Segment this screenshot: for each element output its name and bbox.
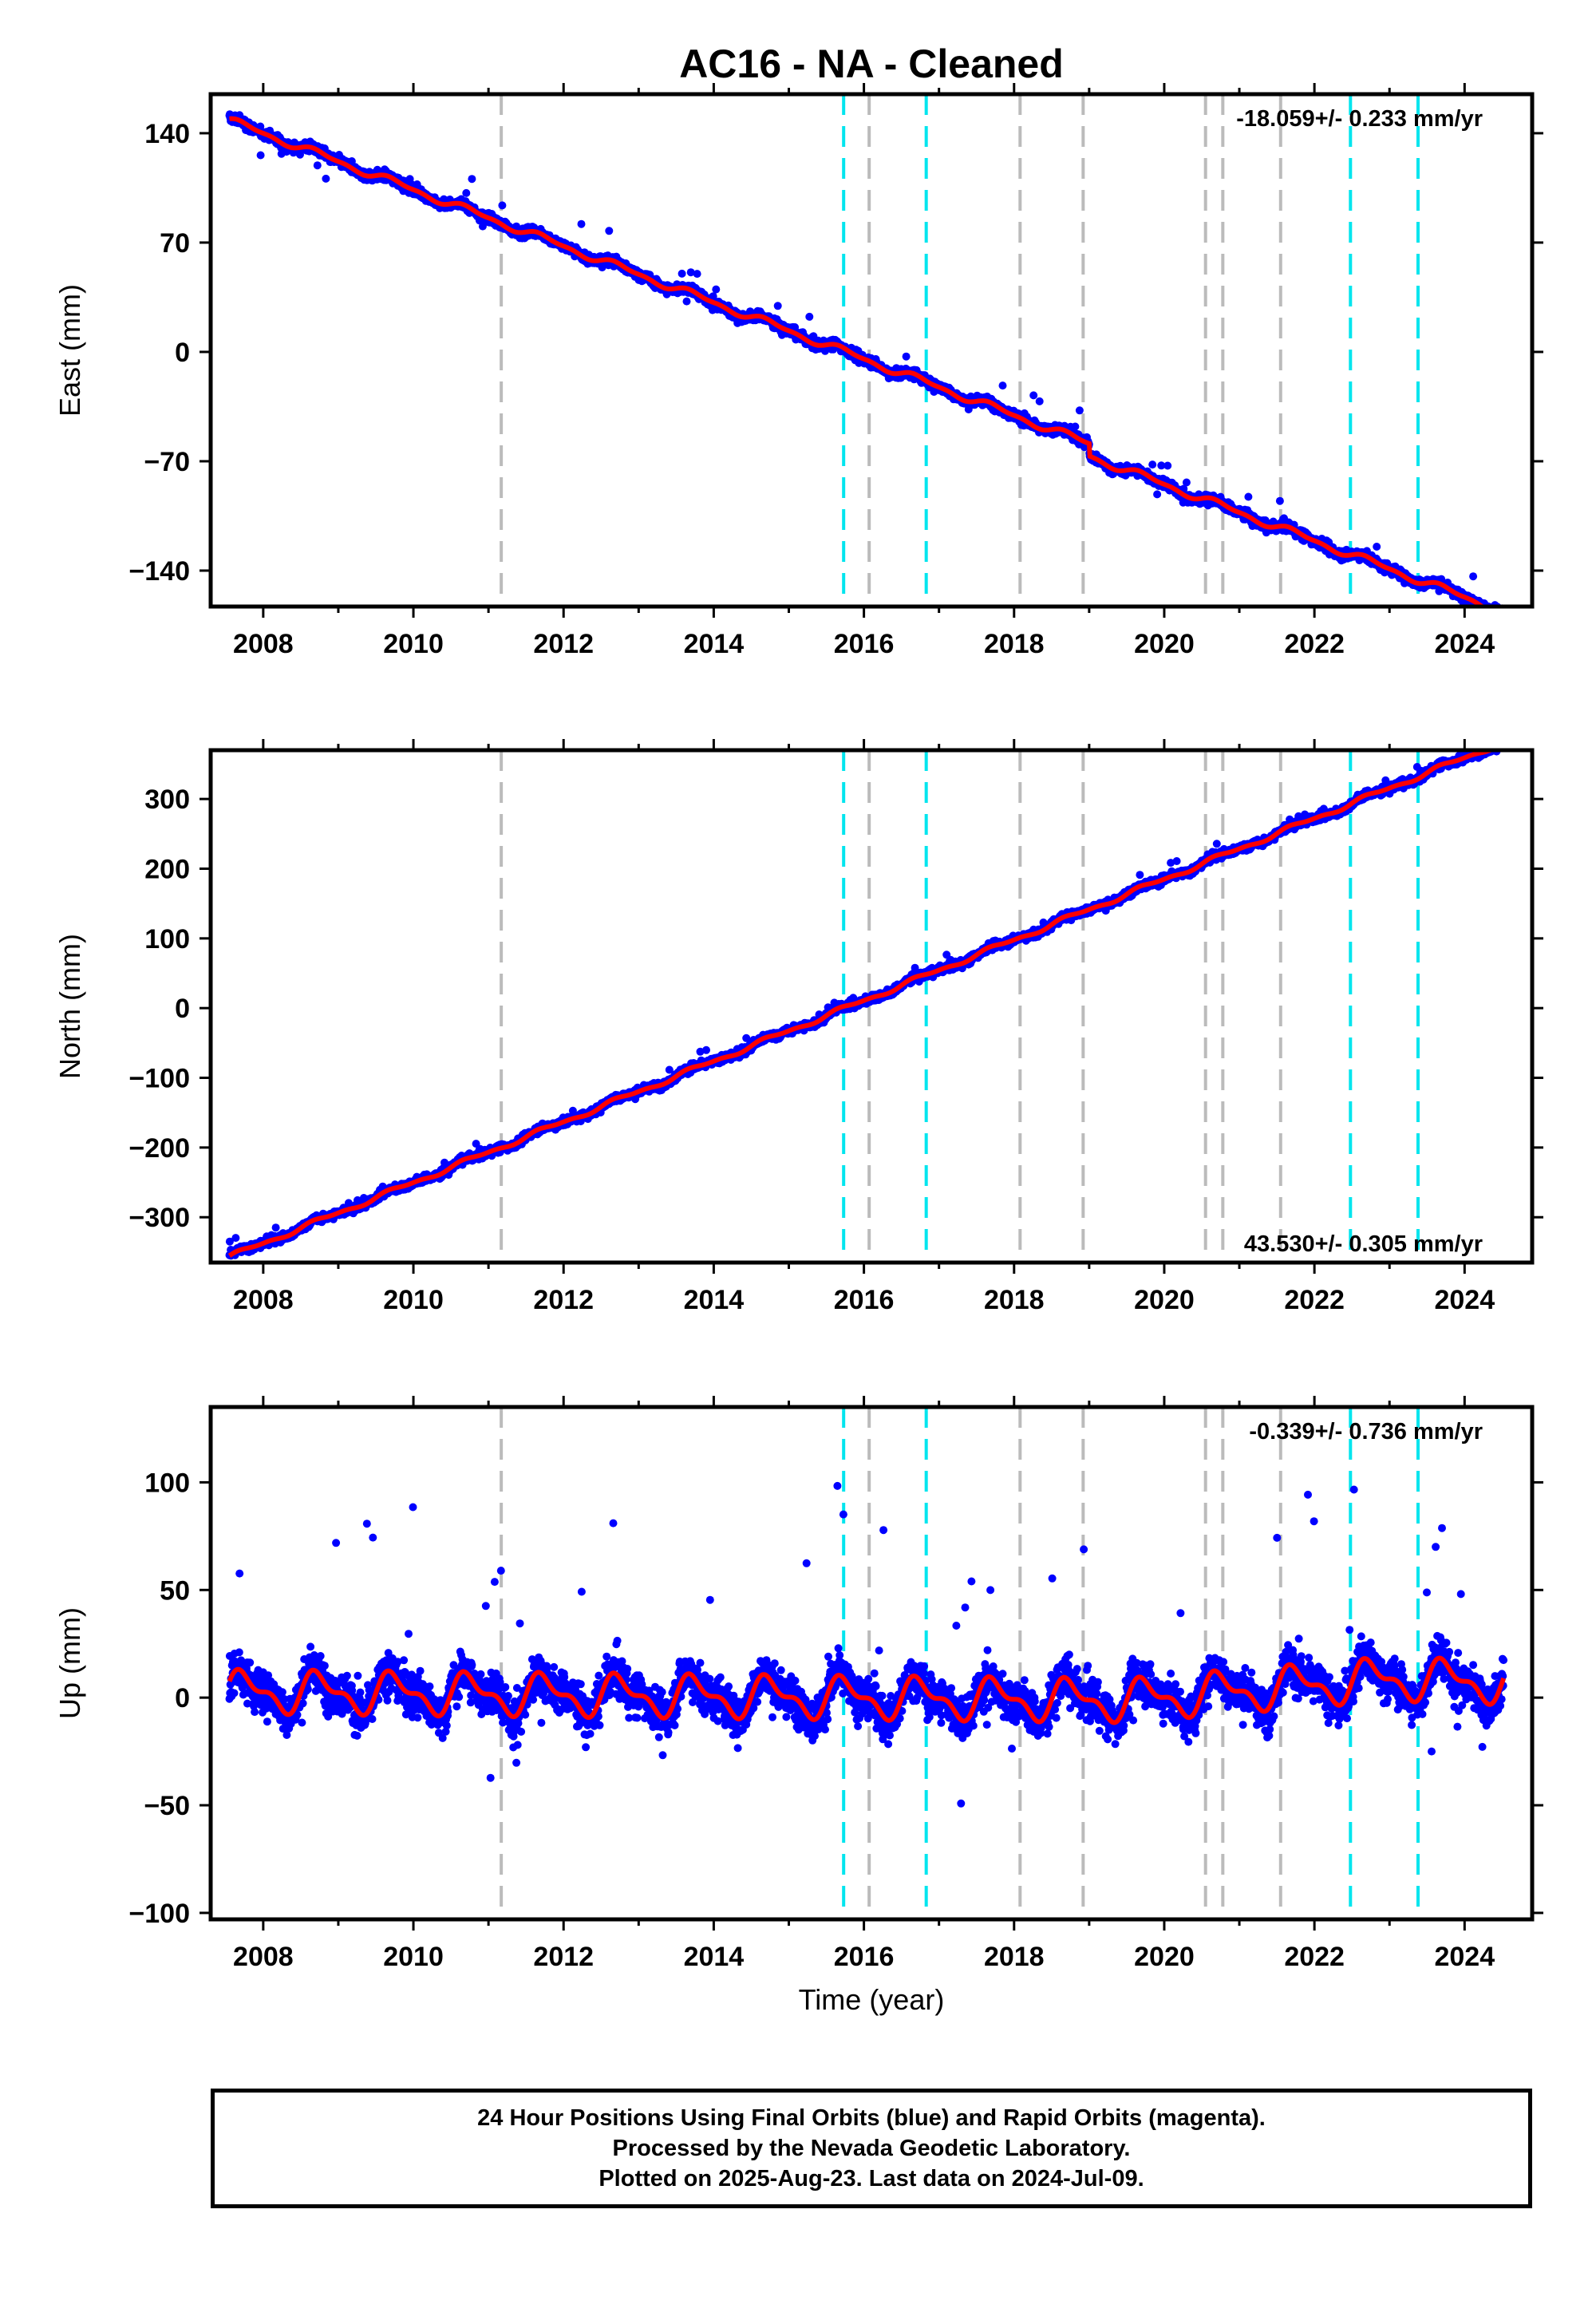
data-point [712,285,721,294]
data-point [468,175,476,184]
data-point [805,312,814,321]
data-point [686,268,695,277]
data-point [1499,609,1507,617]
data-point [256,122,265,131]
data-point [1075,406,1084,415]
plot-area-north [225,750,1503,1263]
x-tick-label: 2014 [684,629,745,659]
data-point [1495,607,1503,615]
y-axis-label-east: East (mm) [53,284,86,417]
data-point [1499,609,1507,617]
data-point [231,1234,240,1243]
data-point [1495,608,1503,616]
data-point [256,151,265,160]
data-point [678,269,686,278]
data-point [1373,543,1381,551]
data-point [1490,609,1498,617]
x-tick-label: 2020 [1134,629,1195,659]
x-tick-label: 2018 [984,629,1045,659]
data-point [1493,608,1501,616]
data-point [498,201,507,210]
data-point [1487,610,1495,618]
data-point [1496,609,1504,617]
data-point [693,270,701,279]
data-point [225,1237,234,1246]
data-point [682,297,691,306]
data-point [1275,496,1284,505]
panel-north: 2008 2010 2012 2014 2016 2018 2020 2022 20243002… [53,739,1543,1315]
plot-area-east [225,94,1507,622]
data-point [1495,610,1503,618]
y-tick-label: 0 [175,338,190,368]
data-point [313,161,322,170]
data-point [1481,607,1489,615]
data-point [998,381,1007,390]
x-tick-label: 2008 [233,629,294,659]
data-point [1491,614,1499,622]
data-point [1496,609,1504,617]
data-point [1153,490,1162,499]
data-point [1487,611,1495,619]
data-point [1492,609,1500,617]
data-point [577,219,586,228]
data-point [1486,611,1494,619]
data-point [1483,607,1491,615]
data-point [1029,391,1038,400]
model-fit-line [229,116,1487,607]
data-point [773,302,782,310]
data-point [462,188,471,197]
x-tick-label: 2016 [834,629,895,659]
x-tick-label: 2012 [533,629,594,659]
data-point [1489,610,1497,618]
x-tick-label: 2024 [1434,629,1495,659]
data-point [1494,611,1502,619]
data-point [1157,461,1166,470]
data-point [1244,492,1253,501]
data-point [902,352,911,361]
data-point [1489,609,1497,617]
y-tick-label: −70 [144,447,190,477]
panel-frame [208,92,1535,609]
data-point [1499,608,1507,616]
data-point [1487,614,1495,622]
data-point [271,1223,280,1232]
y-tick-label: 70 [160,228,190,259]
data-point [1071,422,1080,431]
data-point [1035,397,1044,405]
chart-title: AC16 - NA - Cleaned [679,41,1064,86]
data-point [1489,611,1497,619]
y-tick-label: −140 [128,556,190,587]
data-point [605,227,614,235]
data-point [1163,461,1172,470]
data-point [1498,608,1506,616]
data-point [322,174,330,183]
data-point [1469,572,1478,581]
data-point [1499,609,1507,617]
x-tick-label: 2010 [383,629,444,659]
rate-label-east: -18.059+/- 0.233 mm/yr [1236,106,1483,132]
data-point [1492,610,1500,618]
x-tick-label: 2022 [1284,629,1345,659]
data-points-east [225,110,1507,622]
y-tick-label: 140 [144,119,190,149]
panels: 2008 2010 2012 2014 2016 2018 2020 2022 2024 140 7… [53,83,1543,1972]
data-point [1182,478,1191,487]
data-point [1498,610,1506,618]
data-point [1148,460,1157,469]
panel-east: 2008 2010 2012 2014 2016 2018 2020 2022 2024 140 7… [53,83,1543,659]
